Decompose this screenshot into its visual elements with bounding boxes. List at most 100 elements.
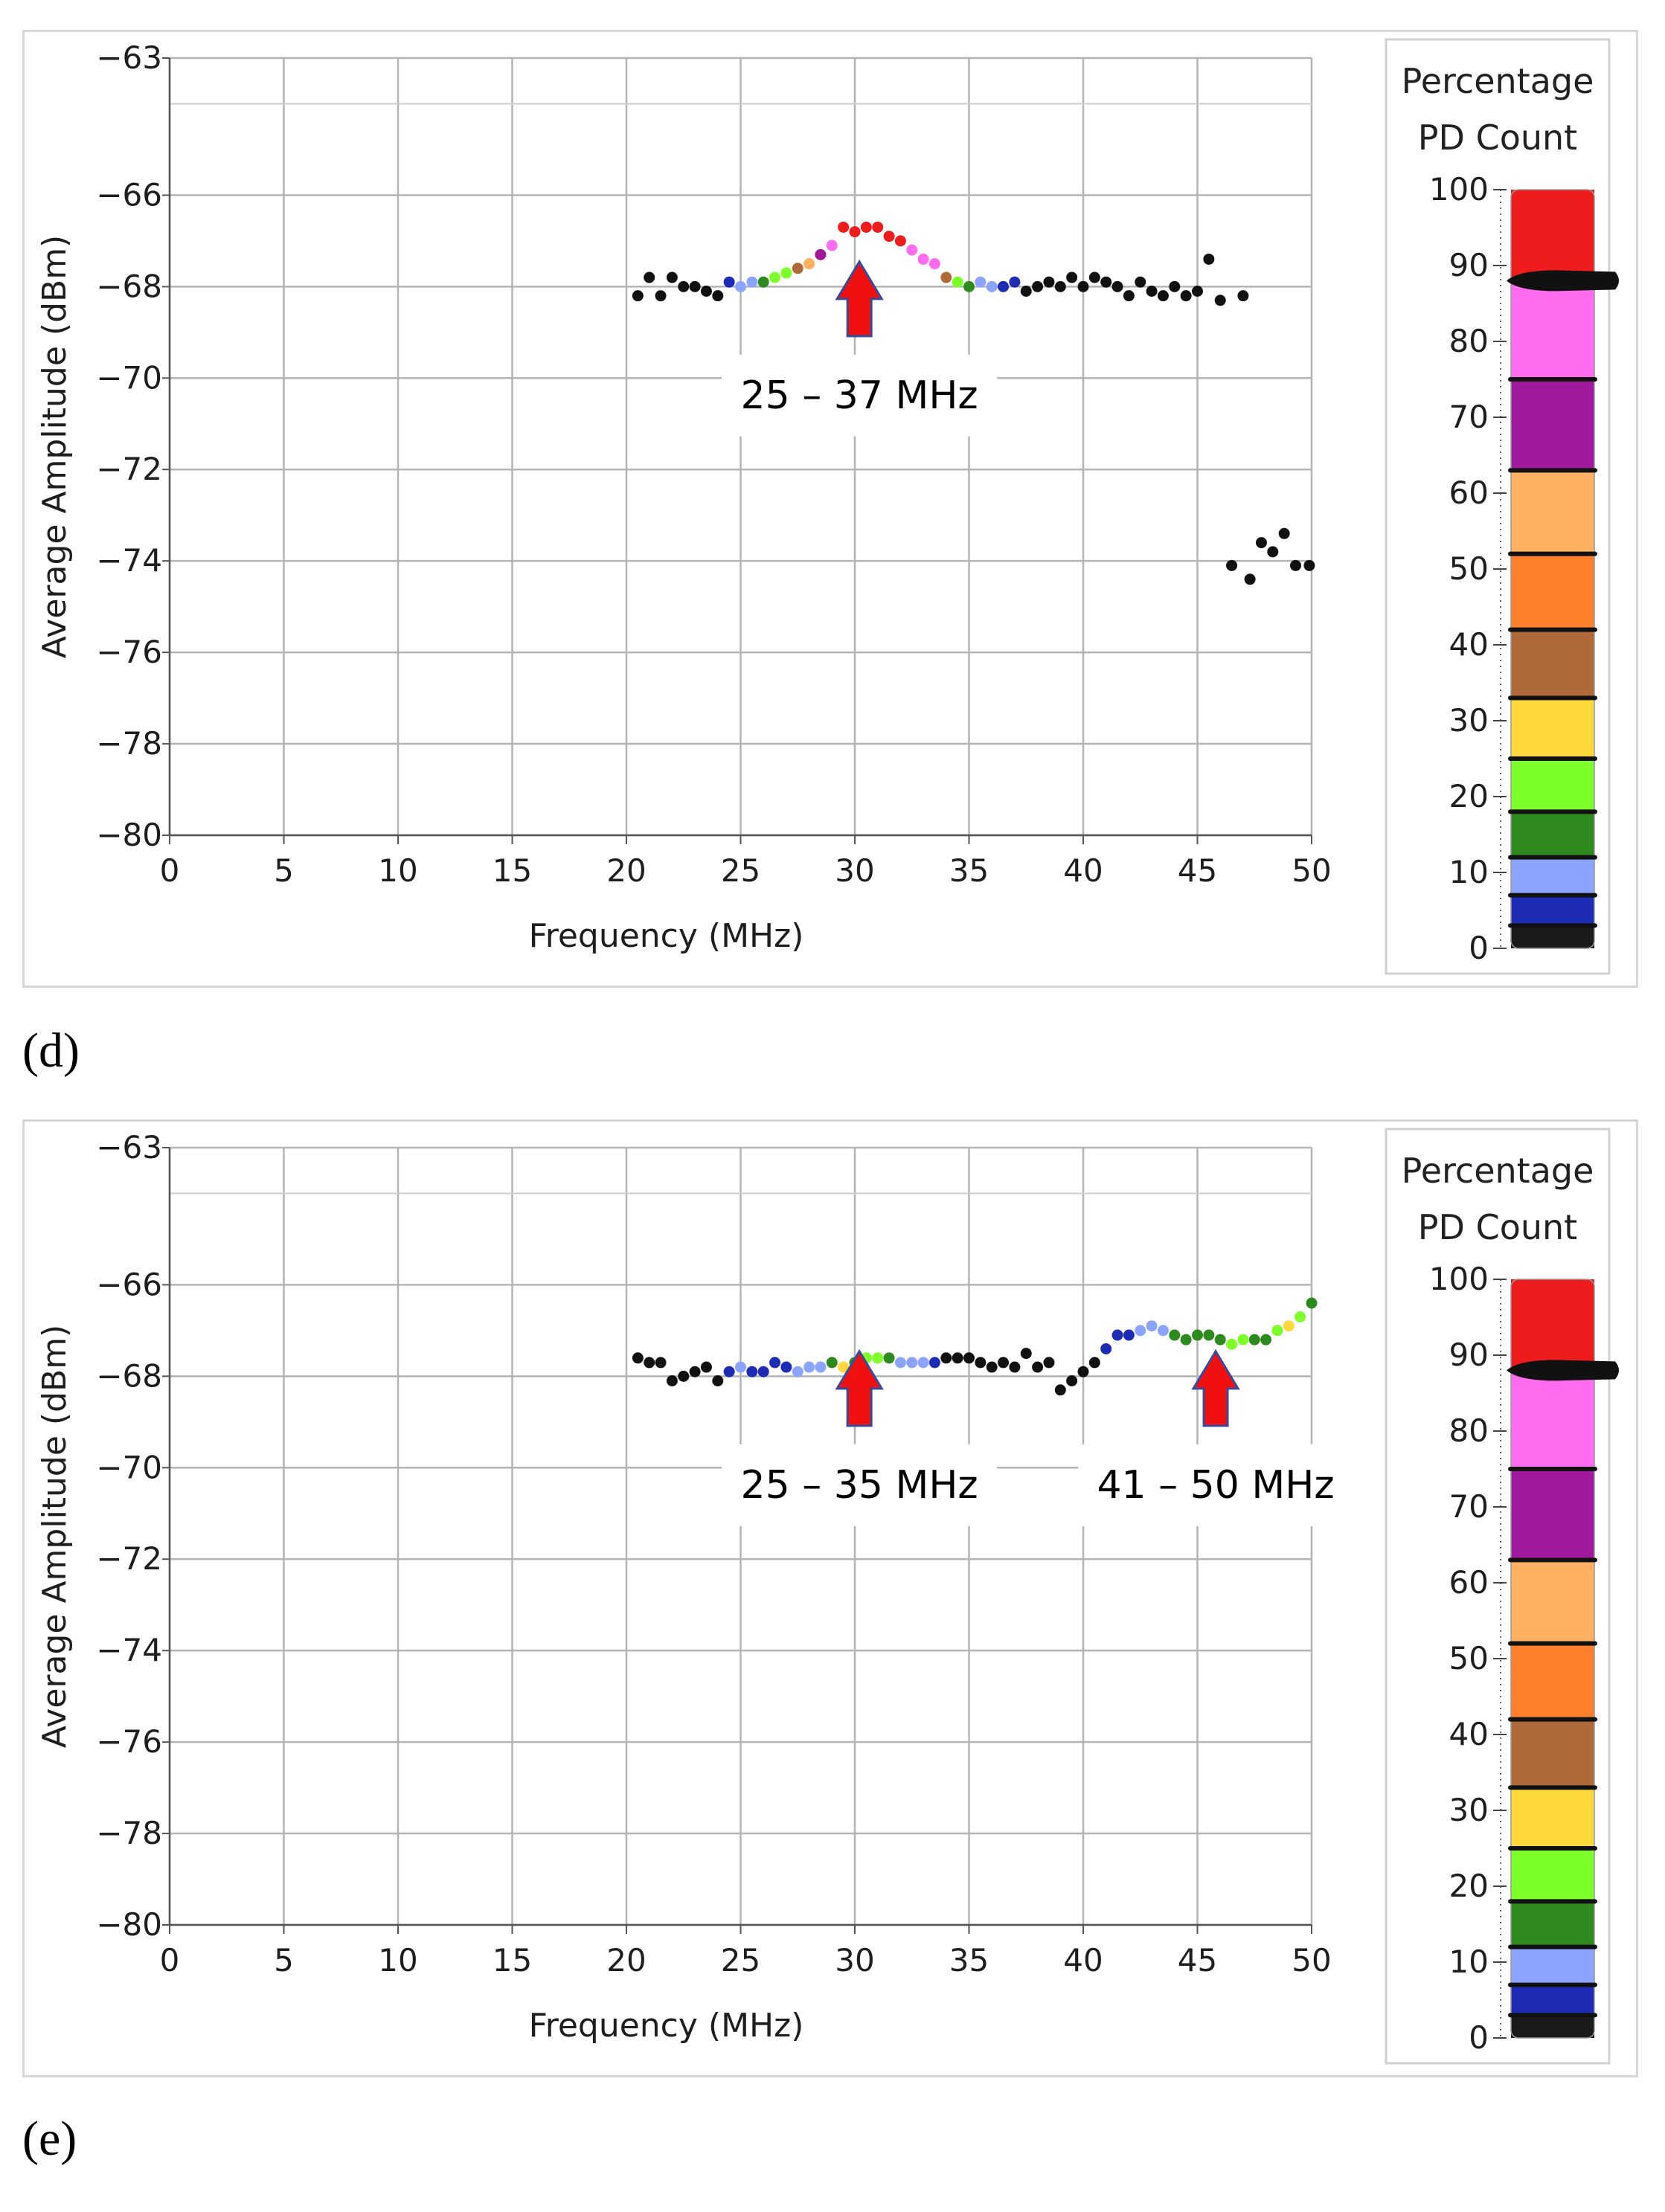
x-tick-label: 0	[160, 1942, 180, 1978]
data-point	[1123, 1329, 1135, 1341]
data-point	[1054, 280, 1066, 292]
data-point	[712, 290, 724, 302]
data-point	[1157, 1325, 1169, 1337]
data-point	[1032, 280, 1044, 292]
colorscale-tick-label: 100	[1429, 1261, 1489, 1297]
x-tick-label: 15	[493, 852, 532, 889]
data-point	[1077, 1366, 1089, 1377]
y-tick-label: −76	[96, 1723, 162, 1760]
colorscale-band	[1511, 1560, 1594, 1644]
data-point	[1260, 1334, 1272, 1345]
data-point	[1009, 1361, 1021, 1373]
colorscale-tick-label: 60	[1449, 1564, 1489, 1601]
colorscale-divider	[1508, 2013, 1597, 2018]
colorscale-band	[1511, 1719, 1594, 1788]
data-point	[655, 1357, 667, 1369]
data-point	[666, 271, 678, 283]
annotation-arrow	[835, 259, 884, 338]
annotation-box	[722, 354, 998, 437]
y-tick-label: −74	[96, 542, 162, 579]
legend-title-line2: PD Count	[1418, 1207, 1577, 1247]
y-tick-label: −70	[96, 359, 162, 396]
data-point	[1226, 1338, 1238, 1350]
scatter-plot-e: 0 5 10 15 20 25 30 35 40 45 50 −80 −78 −76 −74 −72 −70 −6…	[36, 1128, 1619, 2065]
data-point	[998, 1357, 1010, 1369]
data-point	[906, 244, 918, 256]
data-point	[1054, 1384, 1066, 1396]
x-tick-label: 35	[949, 852, 989, 889]
annotation-label: 25 – 37 MHz	[741, 373, 978, 418]
data-point	[928, 1357, 940, 1369]
colorscale-divider	[1508, 756, 1597, 761]
colorscale-divider	[1508, 1899, 1597, 1904]
data-point	[1180, 1334, 1192, 1345]
data-point	[894, 235, 906, 247]
data-points	[632, 1297, 1318, 1396]
colorscale-tick-label: 20	[1449, 1868, 1489, 1904]
data-point	[826, 239, 838, 251]
colorscale-divider	[1508, 1944, 1597, 1949]
data-point	[1100, 1343, 1112, 1354]
data-point	[894, 1357, 906, 1369]
colorscale-band	[1511, 1901, 1594, 1947]
x-tick-label: 25	[721, 852, 760, 889]
colorscale-divider	[1508, 1467, 1597, 1471]
data-point	[757, 1366, 769, 1377]
data-point	[1295, 1311, 1306, 1322]
x-tick-label: 50	[1292, 1942, 1331, 1978]
colorscale-slider-handle	[1507, 1360, 1619, 1381]
colorscale-divider	[1508, 551, 1597, 556]
annotation-label: 41 – 50 MHz	[1097, 1463, 1334, 1508]
colorscale-divider	[1508, 627, 1597, 632]
colorscale-tick-label: 0	[1469, 2019, 1489, 2056]
colorscale-divider	[1508, 809, 1597, 814]
annotation-box	[722, 1444, 998, 1526]
data-point	[883, 1352, 895, 1364]
data-point	[757, 276, 769, 288]
colorscale-tick-label: 70	[1449, 1488, 1489, 1525]
data-point	[838, 221, 850, 233]
data-point	[678, 280, 690, 292]
legend-title-line1: Percentage	[1402, 61, 1594, 101]
data-point	[1180, 290, 1192, 302]
data-point	[700, 286, 712, 297]
colorscale-divider	[1508, 855, 1597, 860]
panel-label-e: (e)	[22, 2112, 77, 2166]
data-point	[1214, 295, 1226, 306]
data-point	[883, 231, 895, 242]
y-tick-label: −76	[96, 634, 162, 670]
x-tick-label: 15	[493, 1942, 532, 1978]
colorscale-divider	[1508, 695, 1597, 701]
data-point	[746, 276, 758, 288]
y-tick-label: −68	[96, 1357, 162, 1394]
data-point	[1020, 286, 1032, 297]
y-tick-label: −68	[96, 268, 162, 304]
colorscale-band	[1511, 1643, 1594, 1720]
colorscale-divider	[1508, 1557, 1597, 1563]
y-tick-label: −63	[96, 1129, 162, 1166]
data-point	[1111, 1329, 1123, 1341]
data-point	[1237, 290, 1249, 302]
x-tick-label: 30	[835, 852, 874, 889]
data-point	[655, 290, 667, 302]
data-point	[723, 276, 735, 288]
colorscale-slider-handle	[1507, 270, 1619, 292]
data-point	[1032, 1361, 1044, 1373]
data-point	[678, 1370, 690, 1382]
x-tick-label: 10	[378, 1942, 417, 1978]
data-point	[917, 253, 929, 265]
colorscale-band	[1511, 857, 1594, 896]
colorscale-band	[1511, 190, 1594, 281]
data-point	[815, 1361, 827, 1373]
colorscale-divider	[1508, 377, 1597, 382]
y-tick-label: −78	[96, 725, 162, 762]
chart-panel-d: 0 5 10 15 20 25 30 35 40 45 50 −80 −78 −76 −74 −72 −70 −6…	[22, 30, 1638, 988]
data-point	[1290, 559, 1302, 571]
data-point	[975, 1357, 987, 1369]
y-tick-label: −80	[96, 817, 162, 853]
data-point	[952, 276, 963, 288]
colorscale-band	[1511, 759, 1594, 812]
colorscale-divider	[1508, 1785, 1597, 1790]
data-point	[1123, 290, 1135, 302]
x-tick-label: 10	[378, 852, 417, 889]
